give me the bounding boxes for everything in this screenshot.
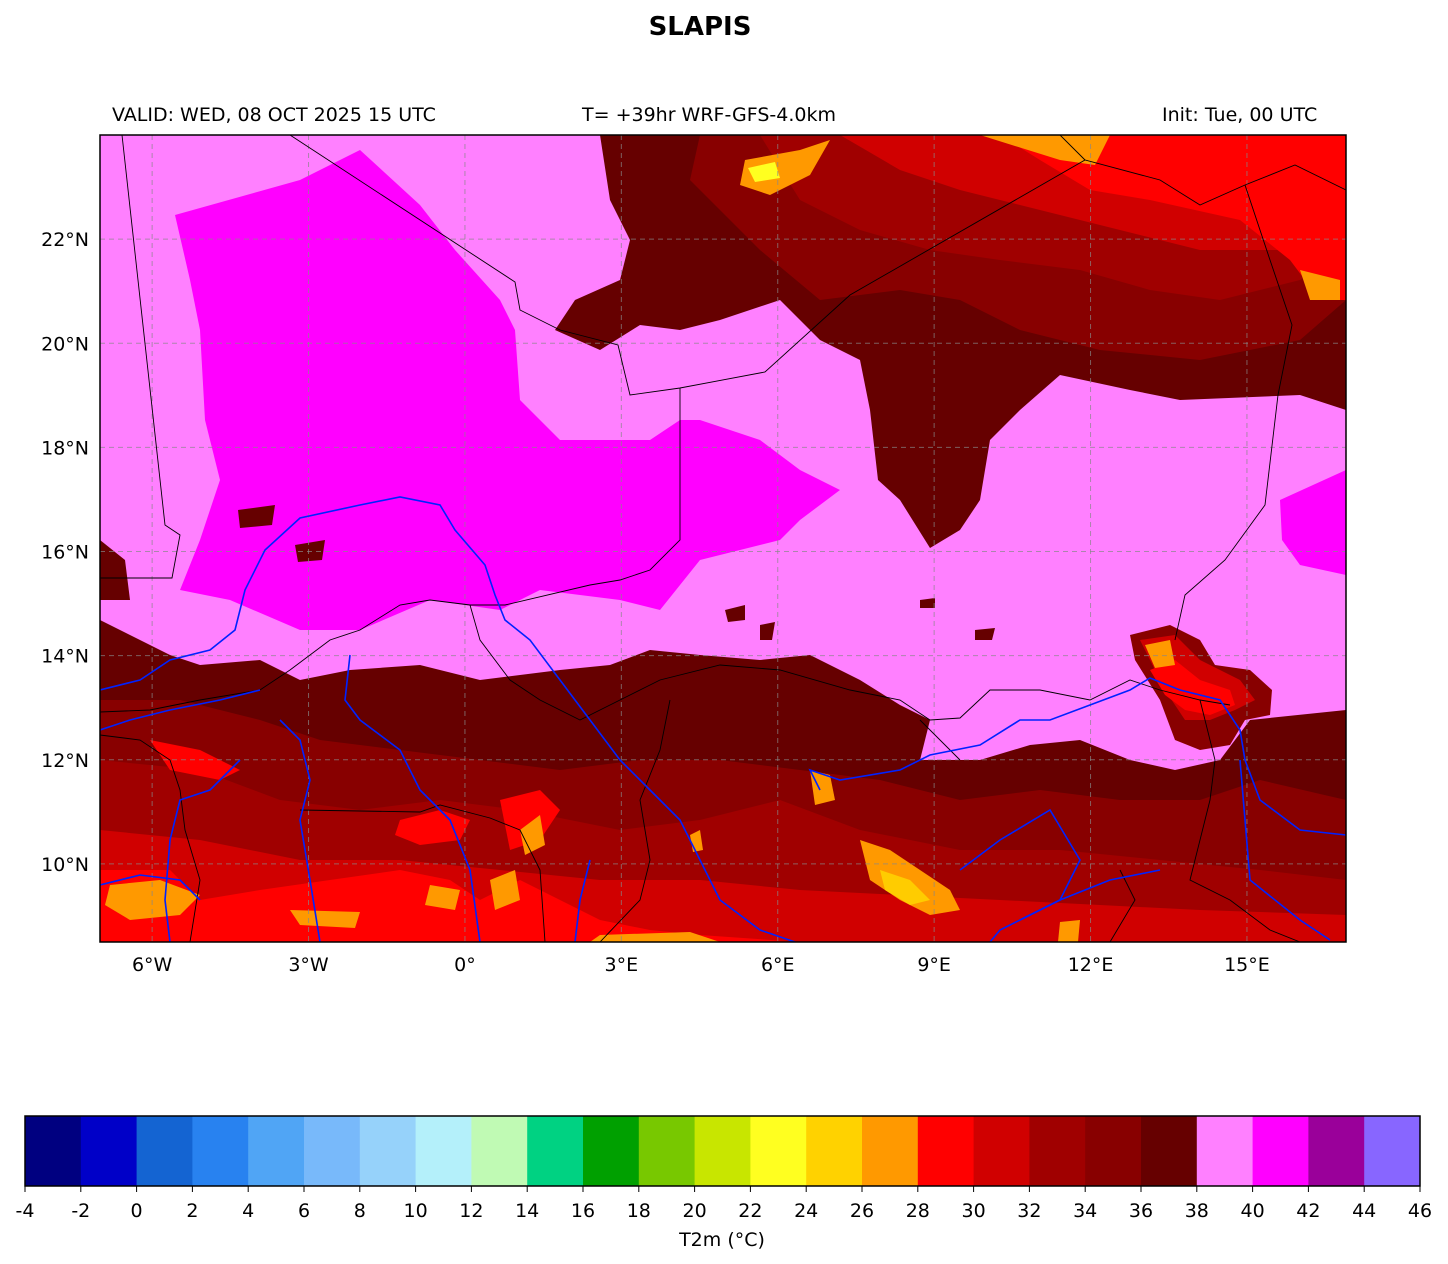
colorbar-swatch (583, 1116, 640, 1186)
colorbar-tick-label: 16 (571, 1200, 595, 1222)
lon-tick-label: 3°W (288, 954, 329, 976)
colorbar-swatch (1085, 1116, 1142, 1186)
colorbar-ticks: -4 -2 0 2 4 6 8 10 12 14 16 18 20 22 24 26 28 30 32 34 36 38 4… (16, 1186, 1432, 1222)
colorbar: -4 -2 0 2 4 6 8 10 12 14 16 18 20 22 24 26 28 30 32 34 36 38 4… (16, 1115, 1432, 1251)
colorbar-tick-label: 38 (1185, 1200, 1209, 1222)
forecast-lead: T= +39hr WRF-GFS-4.0km (582, 104, 836, 126)
colorbar-tick-label: 44 (1352, 1200, 1376, 1222)
colorbar-swatch (750, 1116, 807, 1186)
colorbar-swatch (1364, 1116, 1421, 1186)
lat-tick-label: 16°N (41, 542, 89, 564)
colorbar-tick-label: 22 (738, 1200, 762, 1222)
colorbar-tick-label: 46 (1408, 1200, 1432, 1222)
colorbar-swatch (806, 1116, 863, 1186)
init-time: Init: Tue, 00 UTC (1162, 104, 1318, 126)
colorbar-tick-label: 10 (404, 1200, 428, 1222)
colorbar-swatch (25, 1116, 82, 1186)
rivers (100, 496, 1346, 942)
longitude-axis: 6°W 3°W 0° 3°E 6°E 9°E 12°E 15°E (132, 954, 1270, 976)
colorbar-swatch (1308, 1116, 1365, 1186)
colorbar-swatches (25, 1116, 1421, 1186)
valid-time: VALID: WED, 08 OCT 2025 15 UTC (112, 104, 436, 126)
lon-tick-label: 3°E (605, 954, 639, 976)
colorbar-swatch (973, 1116, 1030, 1186)
lat-tick-label: 14°N (41, 646, 89, 668)
colorbar-tick-label: 24 (794, 1200, 818, 1222)
map-title: SLAPIS (648, 12, 752, 42)
colorbar-swatch (359, 1116, 417, 1186)
colorbar-tick-label: 12 (459, 1200, 483, 1222)
colorbar-tick-label: 40 (1241, 1200, 1265, 1222)
colorbar-tick-label: 14 (515, 1200, 539, 1222)
colorbar-tick-label: 26 (850, 1200, 874, 1222)
colorbar-swatch (248, 1116, 305, 1186)
colorbar-swatch (917, 1116, 975, 1186)
temperature-field (100, 135, 1346, 942)
lon-tick-label: 6°W (132, 954, 173, 976)
colorbar-swatch (304, 1116, 361, 1186)
colorbar-swatch (638, 1116, 696, 1186)
colorbar-swatch (192, 1116, 249, 1186)
colorbar-label: T2m (°C) (678, 1229, 765, 1251)
colorbar-swatch (1252, 1116, 1309, 1186)
colorbar-tick-label: 20 (683, 1200, 707, 1222)
lon-tick-label: 9°E (917, 954, 951, 976)
colorbar-tick-label: 18 (627, 1200, 651, 1222)
colorbar-swatch (1141, 1116, 1198, 1186)
colorbar-swatch (1196, 1116, 1254, 1186)
colorbar-tick-label: 6 (298, 1200, 310, 1222)
colorbar-tick-label: 42 (1296, 1200, 1320, 1222)
colorbar-tick-label: 32 (1017, 1200, 1041, 1222)
lat-tick-label: 12°N (41, 750, 89, 772)
lon-tick-label: 15°E (1224, 954, 1270, 976)
colorbar-swatch (80, 1116, 138, 1186)
lon-tick-label: 6°E (761, 954, 795, 976)
lat-tick-label: 10°N (41, 854, 89, 876)
latitude-axis: 22°N 20°N 18°N 16°N 14°N 12°N 10°N (41, 229, 89, 876)
colorbar-tick-label: 28 (906, 1200, 930, 1222)
colorbar-swatch (694, 1116, 751, 1186)
colorbar-tick-label: 30 (962, 1200, 986, 1222)
colorbar-swatch (136, 1116, 193, 1186)
colorbar-tick-label: 8 (354, 1200, 366, 1222)
colorbar-swatch (415, 1116, 472, 1186)
colorbar-tick-label: 4 (242, 1200, 254, 1222)
colorbar-frame (24, 1115, 1421, 1187)
lon-tick-label: 12°E (1068, 954, 1114, 976)
lat-tick-label: 18°N (41, 437, 89, 459)
lat-tick-label: 22°N (41, 229, 89, 251)
gridlines (100, 135, 1346, 942)
map-frame (99, 134, 1347, 943)
colorbar-swatch (527, 1116, 584, 1186)
lat-tick-label: 20°N (41, 333, 89, 355)
colorbar-tick-label: -4 (16, 1200, 35, 1222)
colorbar-tick-label: 34 (1073, 1200, 1097, 1222)
colorbar-tick-label: 2 (186, 1200, 198, 1222)
colorbar-tick-label: -2 (71, 1200, 90, 1222)
colorbar-tick-label: 36 (1129, 1200, 1153, 1222)
colorbar-swatch (862, 1116, 919, 1186)
country-borders (100, 135, 1346, 942)
colorbar-swatch (471, 1116, 528, 1186)
lon-tick-label: 0° (454, 954, 476, 976)
temperature-map: 6°W 3°W 0° 3°E 6°E 9°E 12°E 15°E 22°N 20°N 18°N 16… (41, 134, 1347, 976)
colorbar-tick-label: 0 (131, 1200, 143, 1222)
colorbar-swatch (1029, 1116, 1086, 1186)
